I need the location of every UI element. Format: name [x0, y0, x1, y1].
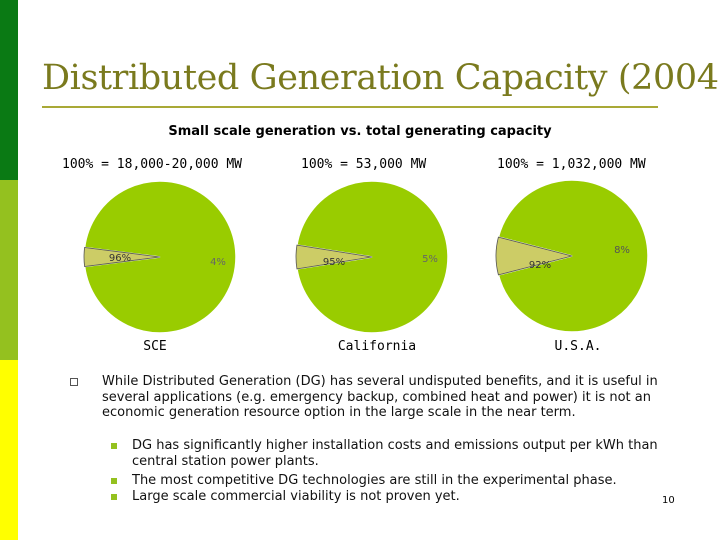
- page-number: 10: [662, 495, 675, 506]
- pie-chart-sce: 96% 4%: [83, 180, 237, 334]
- pie-chart-usa: 92% 8%: [495, 179, 649, 333]
- sub-bullet-icon: [111, 478, 117, 484]
- sub-bullet-icon: [111, 443, 117, 449]
- pie-slice-small: [295, 244, 373, 270]
- pie-slice-main: [83, 180, 237, 334]
- pie-header-sce: 100% = 18,000-20,000 MW: [62, 157, 243, 172]
- sub-bullet-text: DG has significantly higher installation…: [132, 438, 658, 469]
- left-accent-bar-green: [0, 0, 18, 180]
- pie-slice-main: [497, 179, 649, 333]
- left-accent-bar-lime: [0, 180, 18, 360]
- slide-title: Distributed Generation Capacity (2004): [42, 58, 720, 98]
- pie-label-small: 4%: [210, 257, 226, 268]
- pie-caption-california: California: [337, 339, 417, 354]
- slide-subtitle: Small scale generation vs. total generat…: [168, 124, 552, 139]
- sub-bullet-text: The most competitive DG technologies are…: [132, 473, 617, 488]
- pie-slice-small: [83, 247, 161, 267]
- main-bullet-text: While Distributed Generation (DG) has se…: [102, 374, 658, 420]
- pie-label-main: 92%: [529, 260, 551, 271]
- pie-header-usa: 100% = 1,032,000 MW: [497, 157, 646, 172]
- title-underline: [42, 106, 658, 108]
- pie-header-california: 100% = 53,000 MW: [301, 157, 427, 172]
- pie-label-main: 95%: [323, 257, 345, 268]
- sub-bullet-text: Large scale commercial viability is not …: [132, 489, 460, 504]
- pie-caption-sce: SCE: [143, 339, 167, 354]
- left-accent-bar-yellow: [0, 360, 18, 540]
- pie-chart-california: 95% 5%: [295, 180, 449, 334]
- pie-label-main: 96%: [109, 253, 131, 264]
- pie-label-small: 8%: [614, 245, 630, 256]
- bullet-square-icon: [70, 378, 78, 386]
- pie-slice-small: [495, 236, 573, 276]
- pie-caption-usa: U.S.A.: [554, 339, 602, 354]
- sub-bullet-icon: [111, 494, 117, 500]
- pie-label-small: 5%: [422, 254, 438, 265]
- pie-slice-main: [296, 180, 449, 334]
